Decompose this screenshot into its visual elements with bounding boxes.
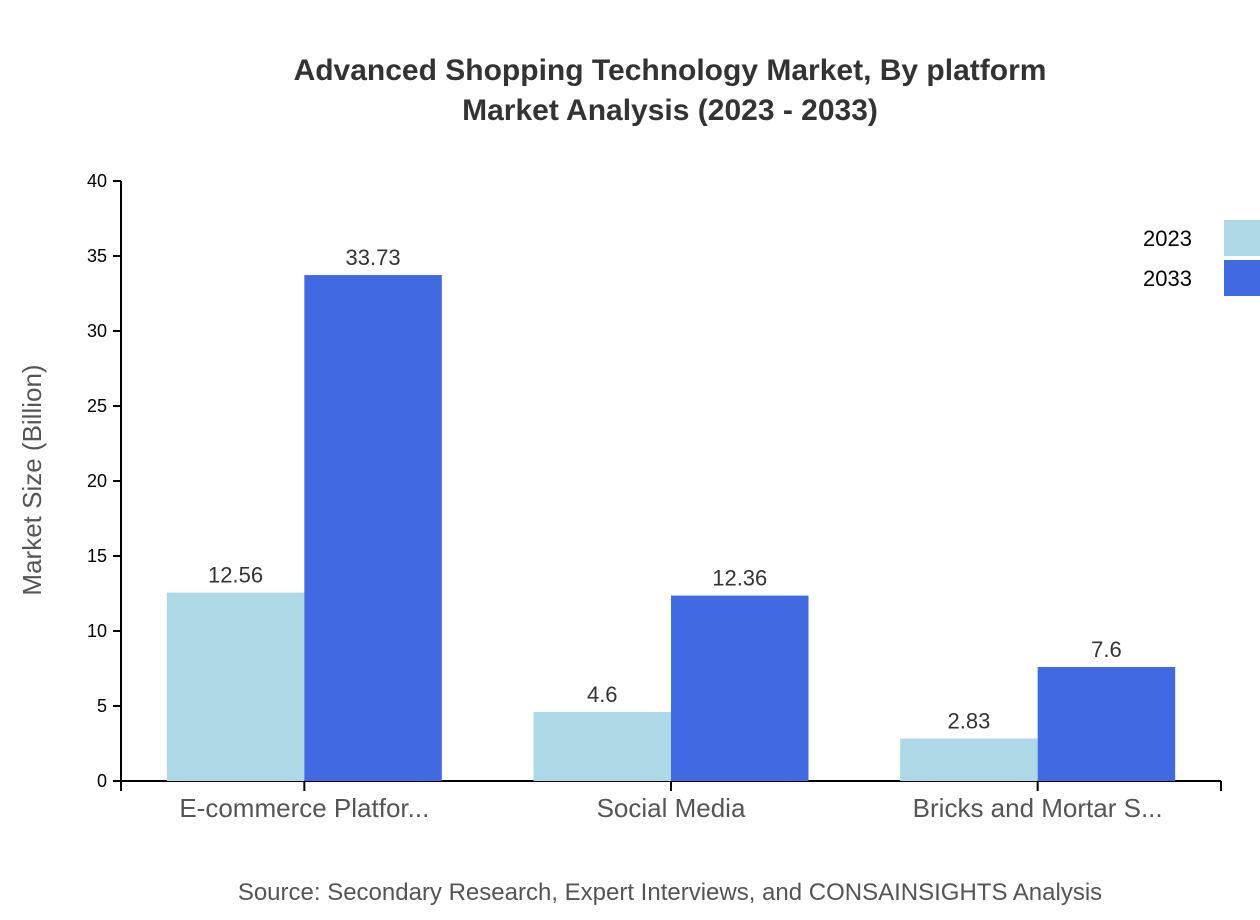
- y-tick-label: 10: [87, 621, 107, 641]
- y-tick-label: 15: [87, 546, 107, 566]
- bar-2023: [533, 712, 671, 781]
- legend-label: 2033: [1143, 266, 1192, 291]
- y-tick-label: 20: [87, 471, 107, 491]
- bar-2033: [304, 275, 442, 781]
- y-axis-label: Market Size (Billion): [17, 364, 47, 595]
- bar-2033: [671, 595, 809, 781]
- x-tick-label: Bricks and Mortar S...: [913, 793, 1163, 823]
- data-label: 7.6: [1091, 637, 1122, 662]
- chart-title: Advanced Shopping Technology Market, By …: [294, 54, 1047, 87]
- data-label: 2.83: [948, 709, 991, 734]
- data-label: 33.73: [346, 245, 401, 270]
- y-tick-label: 40: [87, 171, 107, 191]
- y-tick-label: 35: [87, 246, 107, 266]
- data-label: 4.6: [587, 682, 618, 707]
- data-label: 12.56: [208, 563, 263, 588]
- bar-2033: [1037, 667, 1176, 781]
- x-tick-label: Social Media: [597, 793, 746, 823]
- source-note: Source: Secondary Research, Expert Inter…: [238, 879, 1102, 906]
- bar-2023: [900, 738, 1038, 781]
- data-label: 12.36: [712, 566, 767, 591]
- y-tick-label: 0: [97, 771, 107, 791]
- chart-subtitle: Market Analysis (2023 - 2033): [462, 94, 878, 127]
- y-tick-label: 5: [97, 696, 107, 716]
- x-tick-label: E-commerce Platfor...: [179, 793, 429, 823]
- bar-2023: [166, 592, 305, 781]
- y-tick-label: 25: [87, 396, 107, 416]
- legend-label: 2023: [1143, 226, 1192, 251]
- legend-swatch-2023: [1224, 220, 1260, 256]
- y-tick-label: 30: [87, 321, 107, 341]
- legend-swatch-2033: [1224, 260, 1260, 296]
